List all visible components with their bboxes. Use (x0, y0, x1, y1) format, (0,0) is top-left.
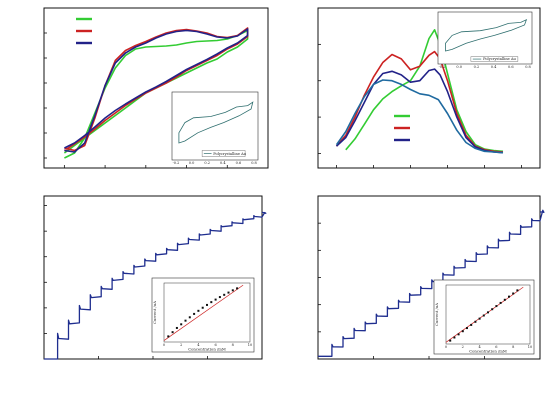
inset-x-tick: 0.2 (204, 161, 210, 165)
inset-data-point (214, 298, 217, 301)
series-line (64, 28, 249, 153)
panel-d: 0 2 4 6 8 10 Concentration /mM Current /uA (317, 195, 545, 360)
inset-legend-box (470, 56, 519, 62)
panel-b: -0.2 0.0 0.2 0.4 0.6 0.8 Polycrystalline Au (317, 7, 541, 169)
inset-x-title: Concentration /mM (469, 349, 507, 354)
inset-frame (151, 277, 255, 353)
plot-frame (317, 7, 541, 169)
inset-legend-label: Polycrystalline Au (483, 57, 516, 61)
inset-data-point (188, 316, 191, 319)
inset-x-tick: 0.6 (508, 65, 514, 69)
inset-legend-label: Polycrystalline Au (213, 152, 246, 156)
inset-fit-line (163, 284, 244, 341)
inset-frame (433, 279, 535, 355)
inset-data-point (491, 308, 494, 311)
inset-data-point (227, 291, 230, 294)
inset-data-point (482, 314, 485, 317)
legend (394, 114, 410, 142)
inset-x-tick: 0.0 (189, 161, 195, 165)
inset-data-point (184, 319, 187, 322)
plot-frame (43, 7, 269, 169)
inset-data-point (495, 305, 498, 308)
inset-x-tick: 10 (528, 345, 532, 349)
inset-data-point (461, 330, 464, 333)
inset-x-tick: 10 (248, 343, 252, 347)
inset-x-tick: 0 (163, 343, 165, 347)
series-line (335, 68, 504, 154)
inset-x-tick: 8 (512, 345, 514, 349)
inset-x-tick: 0.4 (220, 161, 226, 165)
inset-data-point (499, 301, 502, 304)
inset-data-point (193, 312, 196, 315)
inset-data-point (516, 289, 519, 292)
inset-data-point (474, 320, 477, 323)
inset-data-point (218, 296, 221, 299)
inset-y-title: Current /uA (434, 303, 439, 326)
inset-data-point (180, 323, 183, 326)
inset-data-point (449, 339, 452, 342)
inset-cv-curve (178, 101, 254, 144)
inset-data-point (470, 323, 473, 326)
inset-data-point (210, 301, 213, 304)
panel-a: -0.2 0.0 0.2 0.4 0.6 0.8 Polycrystalline Au (43, 7, 269, 169)
inset-cv-curve (445, 19, 528, 52)
inset-x-tick: 4 (197, 343, 200, 347)
inset-data-point (512, 292, 515, 295)
inset-data-point (223, 293, 226, 296)
inset-x-tick: 0.4 (491, 65, 497, 69)
inset-x-tick: -0.2 (439, 65, 446, 69)
inset-data-point (231, 289, 234, 292)
inset-data-point (466, 327, 468, 330)
inset-x-tick: 8 (232, 343, 234, 347)
legend (76, 17, 92, 45)
inset-data-point (457, 333, 460, 336)
inset-x-tick: 0.8 (525, 65, 531, 69)
inset-x-tick: 6 (495, 345, 497, 349)
inset-x-tick: 6 (214, 343, 216, 347)
inset-data-point (171, 331, 174, 334)
inset-data-point (167, 335, 170, 338)
inset-plot-frame (163, 282, 251, 343)
inset-x-tick: 0.2 (474, 65, 480, 69)
series-line (345, 29, 504, 153)
inset-x-tick: 4 (478, 345, 481, 349)
series-line (335, 79, 504, 154)
inset-x-title: Concentration /mM (188, 347, 226, 352)
inset-data-point (508, 295, 510, 298)
inset-data-point (487, 311, 489, 314)
inset-data-point (175, 326, 178, 329)
inset-legend-box (201, 150, 246, 157)
inset-x-tick: -0.2 (173, 161, 180, 165)
inset-y-title: Current /uA (152, 301, 157, 324)
inset-data-point (206, 303, 208, 306)
inset-x-tick: 0 (445, 345, 447, 349)
inset-plot-frame (445, 284, 531, 345)
inset-x-tick: 2 (462, 345, 464, 349)
amperometric-trace (44, 211, 267, 360)
inset-data-point (236, 287, 239, 290)
inset-x-tick: 2 (180, 343, 182, 347)
inset-x-tick: 0.0 (456, 65, 462, 69)
inset-data-point (197, 309, 200, 312)
inset-data-point (503, 298, 506, 301)
inset-x-tick: 0.8 (251, 161, 257, 165)
inset-x-tick: 0.6 (236, 161, 242, 165)
inset-data-point (453, 336, 456, 339)
panel-c: 0 2 4 6 8 10 Concentration /mM Current /uA (43, 195, 267, 360)
inset-data-point (201, 306, 204, 309)
inset-data-point (478, 317, 481, 320)
